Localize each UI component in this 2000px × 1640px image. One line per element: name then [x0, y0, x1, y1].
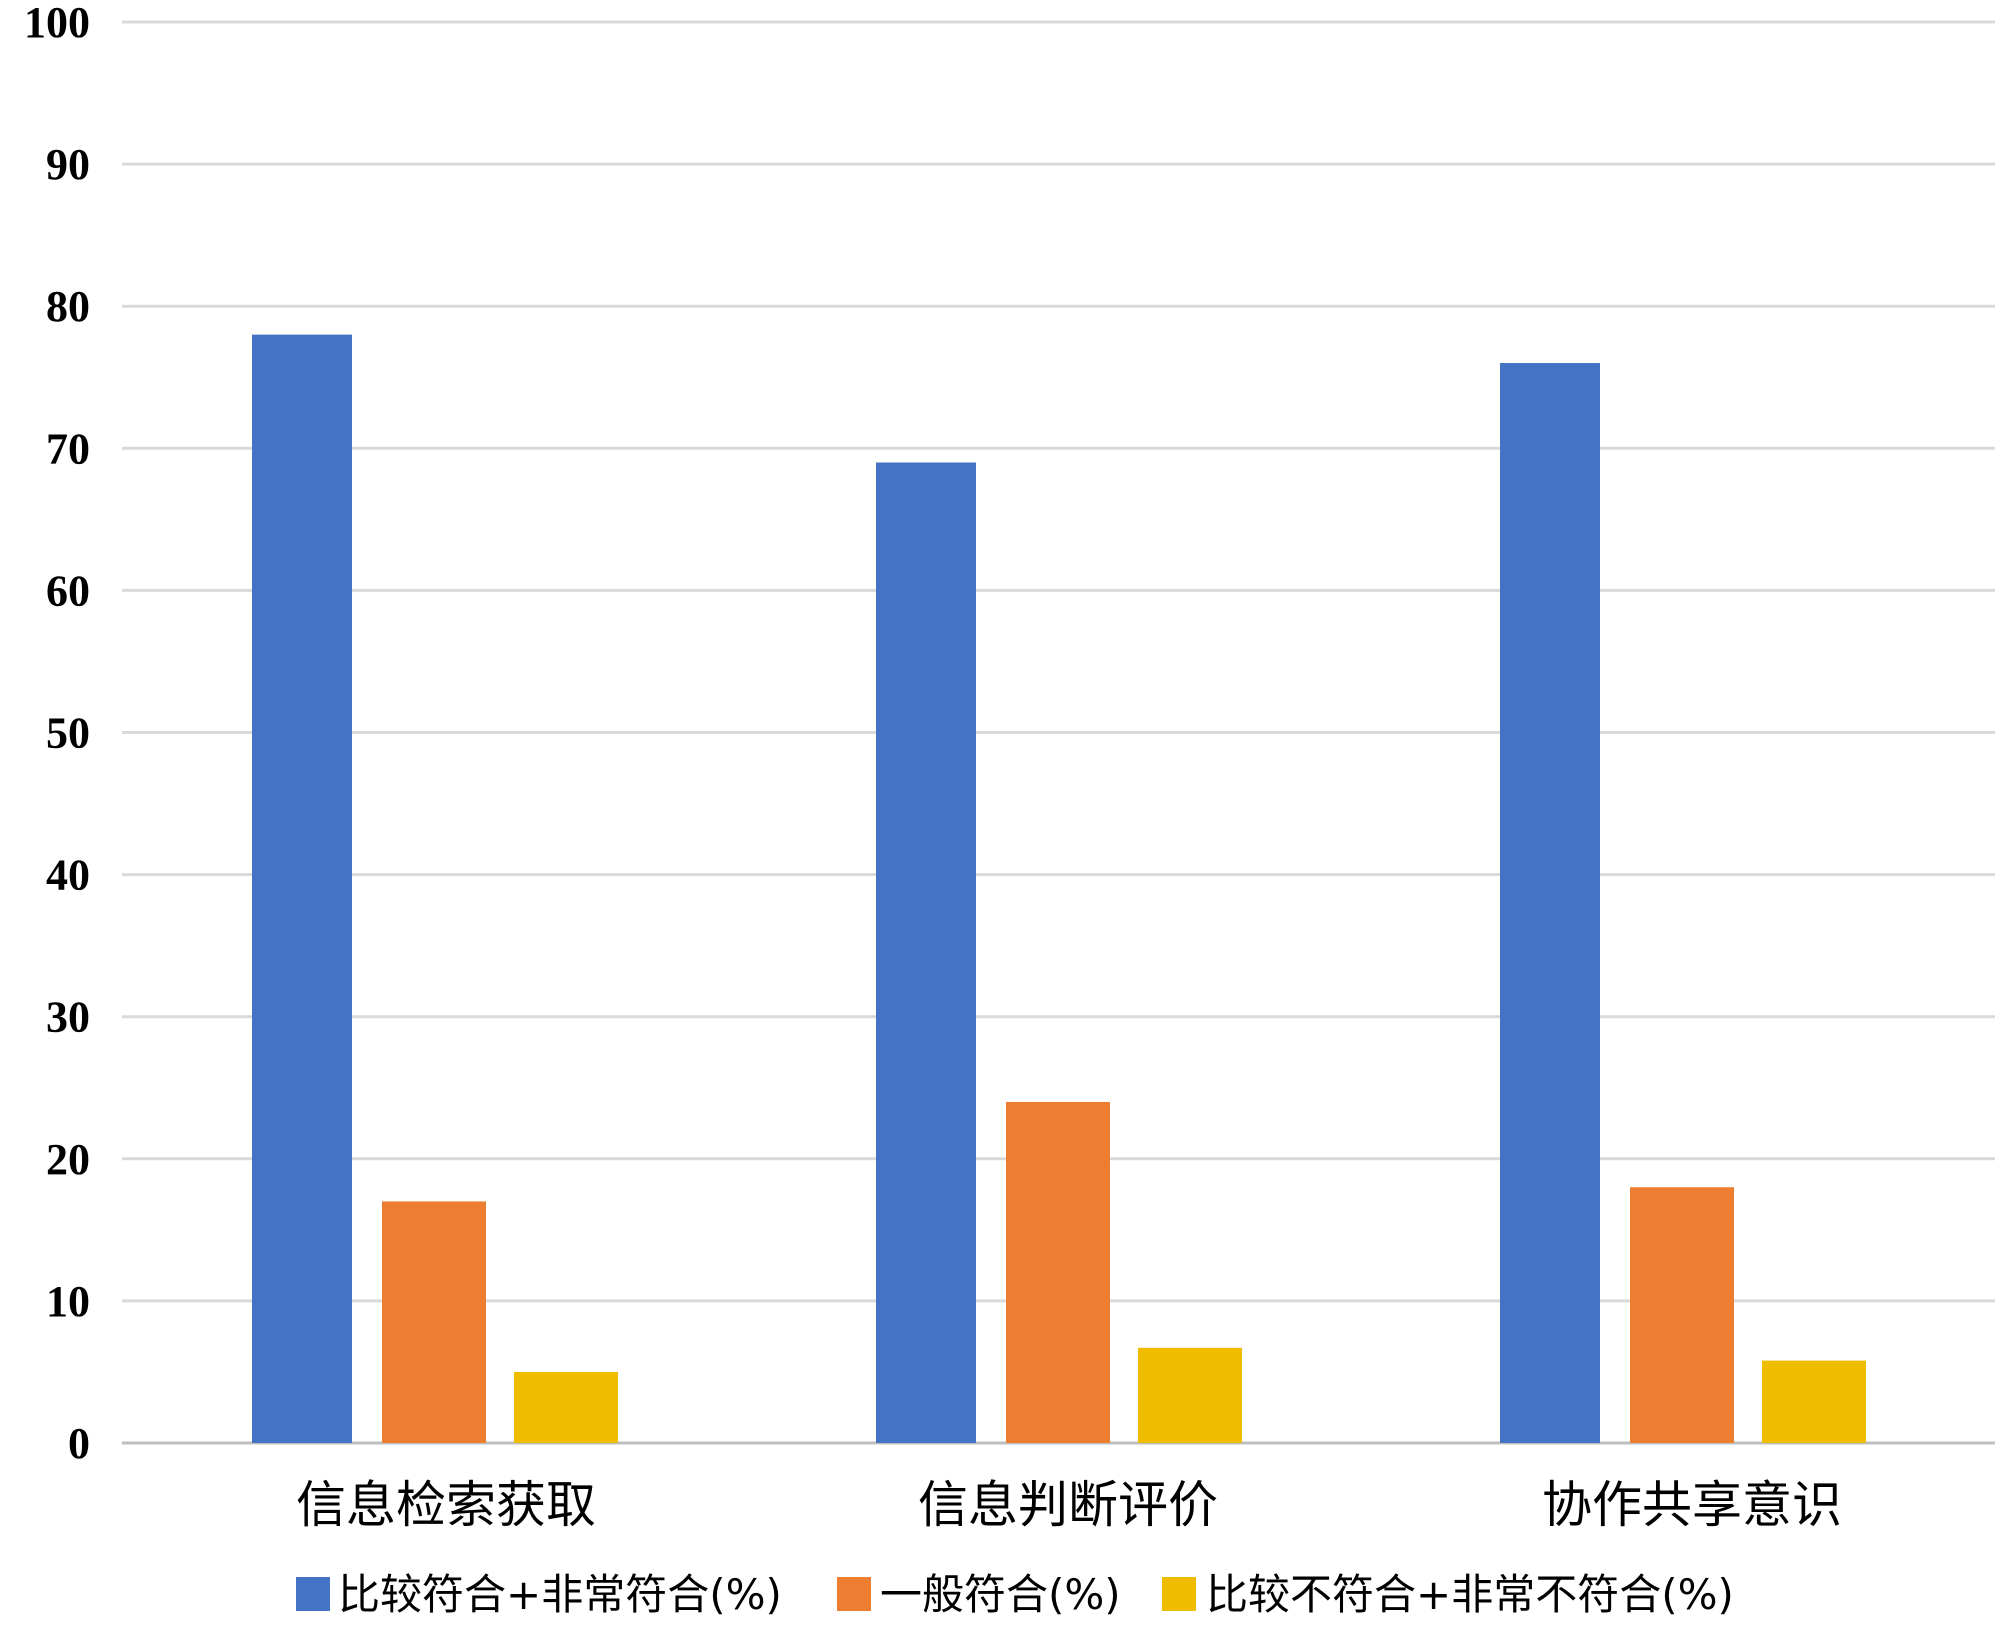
bar-1-3 — [1500, 363, 1600, 1443]
category-label: 协作共享意识 — [1542, 1476, 1842, 1534]
legend-label: 一般符合(%) — [880, 1570, 1121, 1619]
y-tick-label: 30 — [46, 993, 90, 1042]
category-label: 信息判断评价 — [918, 1476, 1218, 1534]
bar-2-2 — [1006, 1101, 1110, 1443]
y-tick-label: 60 — [46, 566, 90, 615]
y-tick-label: 20 — [46, 1135, 90, 1184]
legend: 比较符合+非常符合(%) 一般符合(%) 比较不符合+非常不符合(%) — [296, 1570, 1734, 1619]
y-tick-label: 80 — [46, 282, 90, 331]
category-label: 信息检索获取 — [296, 1476, 596, 1534]
y-axis-tick-labels: 0 10 20 30 40 50 60 70 80 90 100 — [24, 0, 90, 1468]
y-tick-label: 100 — [24, 0, 90, 47]
y-tick-label: 40 — [46, 851, 90, 900]
bar-1-1 — [252, 334, 352, 1443]
legend-swatch — [1162, 1577, 1196, 1611]
legend-label: 比较不符合+非常不符合(%) — [1206, 1570, 1734, 1619]
bar-3-3 — [1762, 1360, 1866, 1443]
bar-2-1 — [382, 1201, 486, 1443]
y-tick-label: 90 — [46, 140, 90, 189]
bar-3-2 — [1138, 1347, 1242, 1443]
bars — [252, 334, 1866, 1443]
y-tick-label: 50 — [46, 709, 90, 758]
legend-label: 比较符合+非常符合(%) — [338, 1570, 782, 1619]
bar-2-3 — [1630, 1187, 1734, 1443]
y-tick-label: 10 — [46, 1277, 90, 1326]
y-tick-label: 0 — [68, 1419, 90, 1468]
y-tick-label: 70 — [46, 424, 90, 473]
x-axis-category-labels: 信息检索获取 信息判断评价 协作共享意识 — [296, 1476, 1842, 1534]
bar-3-1 — [514, 1371, 618, 1443]
bar-1-2 — [876, 462, 976, 1443]
legend-swatch — [837, 1577, 871, 1611]
legend-swatch — [296, 1577, 330, 1611]
